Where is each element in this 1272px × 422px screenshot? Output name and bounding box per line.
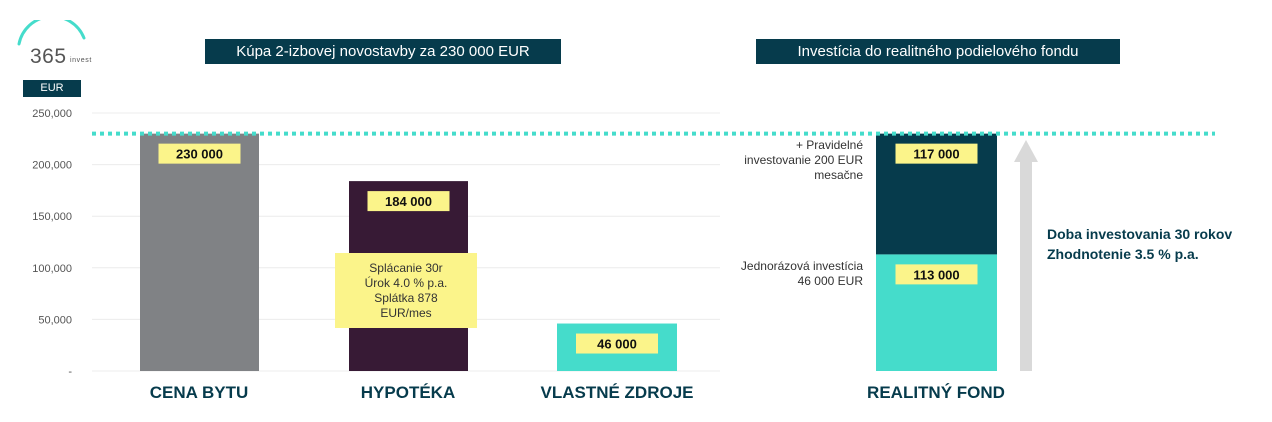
stacked-value-label: 113 000 xyxy=(913,267,959,282)
unit-label: EUR xyxy=(23,80,81,97)
bar-value-label: 46 000 xyxy=(597,337,637,352)
bar-value-label: 230 000 xyxy=(176,147,223,162)
logo: 365 invest xyxy=(14,20,106,70)
right-chart-title: Investícia do realitného podielového fon… xyxy=(756,39,1120,64)
category-label: CENA BYTU xyxy=(150,383,249,402)
bar-value-label-box xyxy=(158,143,241,164)
left-chart-title: Kúpa 2-izbovej novostavby za 230 000 EUR xyxy=(205,39,561,64)
category-label: REALITNÝ FOND xyxy=(867,383,1005,402)
info-duration: Doba investovania 30 rokov xyxy=(1047,226,1233,242)
bar-value-label-box xyxy=(576,333,658,354)
logo-number: 365 xyxy=(30,45,67,68)
bar xyxy=(140,133,259,371)
bar-value-label-box xyxy=(367,191,450,212)
y-tick-label: 250,000 xyxy=(32,108,72,120)
y-tick-label: 200,000 xyxy=(32,160,72,172)
y-tick-label: 150,000 xyxy=(32,211,72,223)
y-tick-label: 50,000 xyxy=(38,314,72,326)
stacked-value-label-box xyxy=(895,264,978,285)
bar-value-label: 184 000 xyxy=(385,194,432,209)
stacked-value-label: 117 000 xyxy=(913,147,959,162)
logo-subtitle: invest xyxy=(70,57,92,64)
stacked-value-label-box xyxy=(895,143,978,164)
fund-label-regular: + Pravidelné investovanie 200 EUR mesačn… xyxy=(744,138,863,182)
fund-label-lump: Jednorázová investícia 46 000 EUR xyxy=(740,259,863,288)
info-return: Zhodnotenie 3.5 % p.a. xyxy=(1047,246,1199,262)
growth-arrow-shaft xyxy=(1020,160,1032,371)
category-label: HYPOTÉKA xyxy=(361,383,455,402)
category-label: VLASTNÉ ZDROJE xyxy=(540,383,693,402)
mortgage-note: Splácanie 30r Úrok 4.0 % p.a. Splátka 87… xyxy=(335,253,477,328)
mortgage-note-text: Splácanie 30r Úrok 4.0 % p.a. Splátka 87… xyxy=(364,260,448,320)
logo-arc-icon xyxy=(17,20,86,46)
growth-arrow-head xyxy=(1014,140,1038,162)
y-tick-label: 100,000 xyxy=(32,263,72,275)
y-tick-label: - xyxy=(68,366,72,378)
